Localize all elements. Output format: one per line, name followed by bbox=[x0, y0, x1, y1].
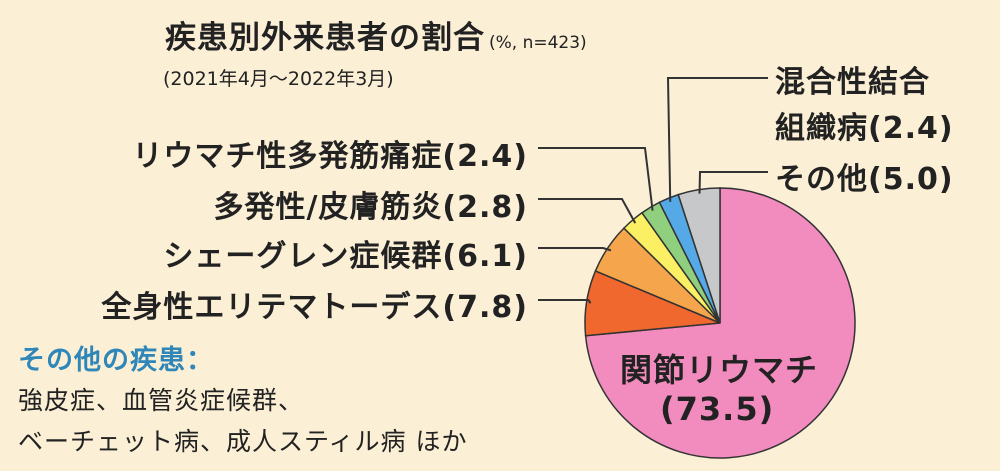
other-diseases-heading: その他の疾患： bbox=[18, 345, 214, 376]
leader-line-mctd bbox=[666, 77, 768, 202]
chart-title: 疾患別外来患者の割合 (%, n=423) bbox=[165, 12, 587, 57]
label-ra-value: (73.5) bbox=[660, 390, 775, 428]
label-mctd-line2: 組織病(2.4) bbox=[775, 111, 954, 146]
label-pm-dm: 多発性/皮膚筋炎(2.8) bbox=[213, 190, 528, 225]
leader-line-sle bbox=[538, 299, 592, 304]
chart-title-note: (%, n=423) bbox=[489, 33, 587, 53]
label-ra-name: 関節リウマチ bbox=[620, 351, 819, 389]
pie-slices bbox=[584, 187, 856, 459]
other-diseases-line-1: 強皮症、血管炎症候群、 bbox=[18, 386, 305, 415]
label-mctd-line1: 混合性結合 bbox=[775, 65, 930, 100]
leader-line-sjogren bbox=[538, 247, 612, 252]
chart-title-text: 疾患別外来患者の割合 bbox=[165, 20, 485, 56]
leader-lines bbox=[538, 77, 768, 304]
leader-line-pmr bbox=[538, 147, 654, 211]
leader-line-other bbox=[698, 171, 768, 194]
other-diseases-line-2: ベーチェット病、成人スティル病 ほか bbox=[18, 427, 468, 456]
chart-subtitle: (2021年4月～2022年3月) bbox=[163, 68, 394, 90]
leader-line-pm-dm bbox=[538, 198, 637, 224]
label-sjogren: シェーグレン症候群(6.1) bbox=[163, 239, 528, 274]
label-sle: 全身性エリテマトーデス(7.8) bbox=[101, 290, 528, 325]
label-pmr: リウマチ性多発筋痛症(2.4) bbox=[132, 139, 528, 174]
label-other: その他(5.0) bbox=[775, 162, 954, 197]
